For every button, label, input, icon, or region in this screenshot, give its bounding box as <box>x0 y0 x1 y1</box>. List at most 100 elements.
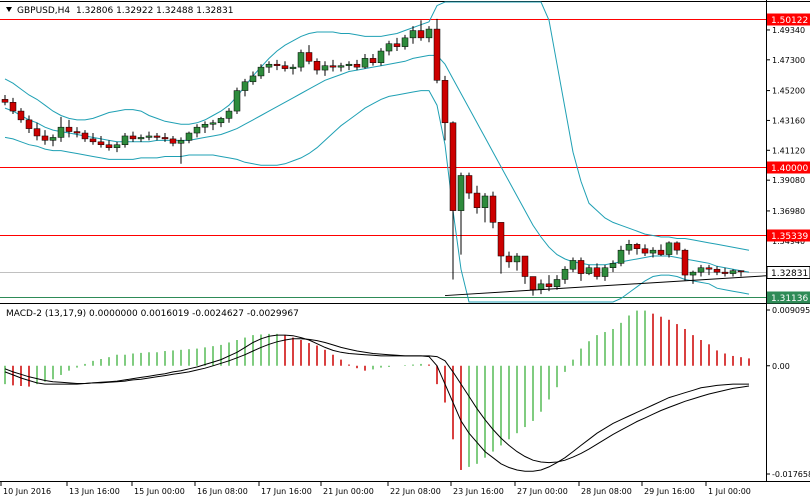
level-tag-bg-0 <box>767 13 810 26</box>
candle-body-bull <box>209 122 217 125</box>
candle-body-bear <box>153 135 161 138</box>
candle <box>393 37 401 52</box>
candle-body-bull <box>385 43 393 52</box>
main-pane[interactable] <box>0 1 767 303</box>
candle-body-bull <box>241 81 249 91</box>
candle <box>345 61 353 71</box>
macd-pane[interactable]: MACD-2 (13,17,9) 0.0000000 0.0016019 -0.… <box>4 306 810 479</box>
candle-body-bull <box>481 195 489 208</box>
candle-body-bull <box>425 28 433 39</box>
candle-body-bull <box>561 268 569 280</box>
candle-body-bear <box>705 267 713 270</box>
candle <box>561 266 569 284</box>
candle-body-bull <box>257 66 265 77</box>
candle-body-bull <box>625 244 633 251</box>
candle-body-bear <box>449 122 457 211</box>
candle-body-bear <box>17 110 25 121</box>
candle-body-bull <box>337 65 345 68</box>
candle <box>41 130 49 145</box>
candle-body-bull <box>249 75 257 83</box>
candle <box>673 241 681 255</box>
candle-body-bull <box>665 242 673 255</box>
candle <box>281 61 289 72</box>
candle-body-bull <box>289 66 297 69</box>
candle-body-bear <box>529 276 537 290</box>
candle-body-bear <box>593 267 601 277</box>
candle <box>465 172 473 199</box>
candle <box>713 266 721 276</box>
candle <box>377 48 385 66</box>
candle <box>697 264 705 277</box>
candle-body-bull <box>185 132 193 141</box>
candle-body-bear <box>161 137 169 140</box>
candle <box>585 264 593 276</box>
time-label-6: 22 Jun 08:00 <box>390 487 441 496</box>
candle-body-bear <box>393 43 401 47</box>
candle <box>225 108 233 123</box>
candle-body-bear <box>713 268 721 273</box>
candle <box>665 241 673 258</box>
candle-body-bull <box>401 37 409 47</box>
candle <box>601 264 609 281</box>
candle <box>681 248 689 281</box>
candle-body-bear <box>1 99 9 103</box>
candle <box>73 127 81 138</box>
candle-body-bull <box>377 50 385 63</box>
candle <box>729 269 737 277</box>
candle-body-bear <box>465 175 473 194</box>
candle <box>241 78 249 97</box>
candle <box>513 253 521 271</box>
candle-body-bull <box>201 123 209 128</box>
candle-body-bull <box>537 283 545 290</box>
candle-body-bull <box>601 267 609 277</box>
candle-body-bull <box>297 52 305 68</box>
level-tag-1: 1.40000 <box>771 164 808 174</box>
candle-body-bull <box>609 263 617 268</box>
candle-body-bull <box>345 63 353 66</box>
candle <box>337 62 345 72</box>
candle <box>233 87 241 114</box>
bollinger-upper <box>4 1 750 251</box>
time-label-8: 27 Jun 00:00 <box>517 487 568 496</box>
price-tick-3: 1.43160 <box>772 116 805 125</box>
candle <box>81 130 89 142</box>
candle <box>97 135 105 148</box>
candle-body-bear <box>305 52 313 62</box>
candle <box>305 45 313 65</box>
candle-body-bear <box>273 63 281 66</box>
candle <box>145 131 153 141</box>
candle-body-bear <box>641 248 649 254</box>
bollinger-middle <box>4 54 750 273</box>
candle-body-bear <box>657 249 665 255</box>
candle <box>425 26 433 43</box>
trendline-line[interactable] <box>444 275 767 297</box>
price-tick-4: 1.41120 <box>772 146 805 155</box>
macd-tick-2: -0.017658 <box>772 470 810 479</box>
candle-body-bear <box>169 138 177 144</box>
collapse-arrow-icon[interactable] <box>6 7 12 12</box>
candle-body-bull <box>649 249 657 254</box>
bollinger-bands <box>4 1 750 303</box>
time-label-9: 28 Jun 08:00 <box>581 487 632 496</box>
candle <box>257 64 265 79</box>
macd-tick-1: 0.00 <box>772 362 790 371</box>
trendline[interactable] <box>444 275 767 297</box>
candle <box>641 244 649 257</box>
candle <box>25 115 33 134</box>
candle-body-bull <box>321 65 329 71</box>
candle-body-bear <box>73 131 81 134</box>
candle <box>129 131 137 142</box>
candle-body-bull <box>57 126 65 138</box>
candle-body-bear <box>521 255 529 277</box>
candle <box>553 275 561 290</box>
candle <box>273 59 281 71</box>
candle <box>569 257 577 273</box>
candle-body-bear <box>633 244 641 249</box>
time-axis[interactable]: 10 Jun 2016 13 Jun 16:00 15 Jun 00:00 16 Ju… <box>0 481 751 496</box>
candle-body-bull <box>137 137 145 140</box>
candle-body-bull <box>121 135 129 145</box>
candle-body-bull <box>553 279 561 288</box>
candle <box>433 18 441 84</box>
